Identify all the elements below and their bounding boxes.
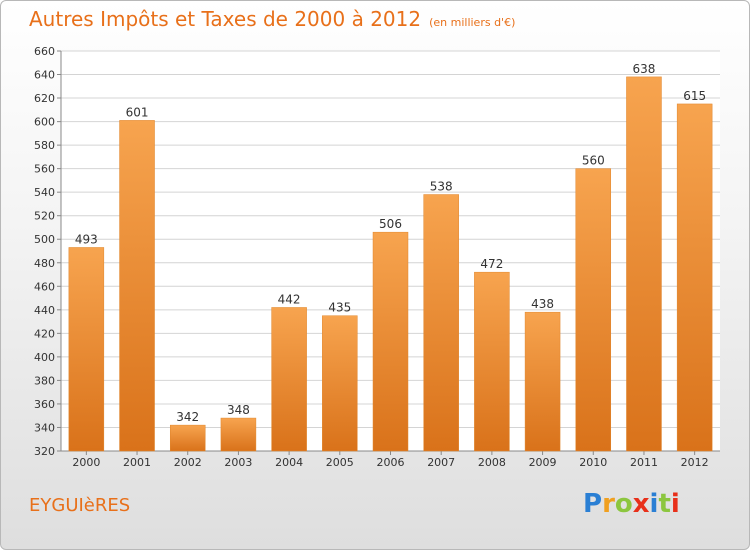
- data-label: 506: [379, 217, 402, 231]
- y-tick-label: 660: [34, 45, 55, 58]
- data-label: 615: [683, 89, 706, 103]
- chart-title: Autres Impôts et Taxes de 2000 à 2012 (en…: [29, 7, 515, 31]
- x-tick-label: 2003: [224, 456, 252, 469]
- logo-letter: P: [583, 489, 603, 519]
- y-tick-label: 500: [34, 233, 55, 246]
- bar: [220, 417, 257, 452]
- y-tick-label: 520: [34, 210, 55, 223]
- data-label: 472: [480, 257, 503, 271]
- data-label: 538: [430, 180, 453, 194]
- bar: [372, 231, 409, 452]
- x-tick-label: 2004: [275, 456, 303, 469]
- y-tick-label: 620: [34, 92, 55, 105]
- x-tick-label: 2012: [681, 456, 709, 469]
- x-tick-label: 2008: [478, 456, 506, 469]
- data-label: 342: [176, 410, 199, 424]
- x-tick-label: 2011: [630, 456, 658, 469]
- x-tick-label: 2001: [123, 456, 151, 469]
- data-label: 601: [126, 105, 149, 119]
- data-label: 442: [278, 292, 301, 306]
- logo-letter: i: [649, 489, 659, 519]
- town-name: EYGUIèRES: [29, 495, 131, 516]
- data-label: 560: [582, 154, 605, 168]
- y-tick-label: 560: [34, 163, 55, 176]
- bar: [676, 103, 713, 452]
- x-tick-label: 2006: [377, 456, 405, 469]
- logo-letter: x: [632, 489, 650, 519]
- bar: [169, 424, 206, 452]
- bar: [423, 194, 459, 452]
- y-tick-label: 480: [34, 257, 55, 270]
- x-tick-label: 2000: [72, 456, 100, 469]
- x-tick-label: 2007: [427, 456, 455, 469]
- y-tick-label: 440: [34, 304, 55, 317]
- bar: [322, 315, 358, 452]
- logo-letter: r: [602, 489, 615, 519]
- bar: [271, 307, 307, 452]
- labels: 320 340 360 380 400 420 440 460 480 500 520 540 560 5…: [34, 45, 709, 469]
- x-tick-label: 2009: [529, 456, 557, 469]
- data-label: 493: [75, 232, 98, 246]
- y-tick-label: 580: [34, 139, 55, 152]
- y-tick-label: 340: [34, 421, 55, 434]
- chart-subtitle: (en milliers d'€): [429, 16, 516, 29]
- bar: [474, 271, 510, 452]
- proxiti-logo: Proxiti: [583, 489, 680, 519]
- data-label: 438: [531, 297, 554, 311]
- y-tick-label: 420: [34, 327, 55, 340]
- bar: [575, 168, 612, 452]
- y-tick-label: 320: [34, 445, 55, 458]
- y-tick-label: 640: [34, 69, 55, 82]
- logo-letter: t: [658, 489, 671, 519]
- x-tick-label: 2002: [174, 456, 202, 469]
- bar: [68, 247, 105, 452]
- y-tick-label: 600: [34, 116, 55, 129]
- x-tick-label: 2010: [579, 456, 607, 469]
- x-tick-label: 2005: [326, 456, 354, 469]
- y-tick-label: 360: [34, 398, 55, 411]
- logo-letter: o: [614, 489, 633, 519]
- y-tick-label: 460: [34, 280, 55, 293]
- bar: [119, 120, 155, 452]
- bar: [524, 311, 561, 452]
- data-label: 638: [633, 62, 656, 76]
- data-label: 435: [328, 301, 351, 315]
- y-tick-label: 540: [34, 186, 55, 199]
- bar: [626, 76, 662, 452]
- bars: [68, 76, 713, 452]
- data-label: 348: [227, 403, 250, 417]
- y-tick-label: 400: [34, 351, 55, 364]
- y-tick-label: 380: [34, 374, 55, 387]
- logo-letter: i: [670, 489, 680, 519]
- chart-title-text: Autres Impôts et Taxes de 2000 à 2012: [29, 7, 422, 31]
